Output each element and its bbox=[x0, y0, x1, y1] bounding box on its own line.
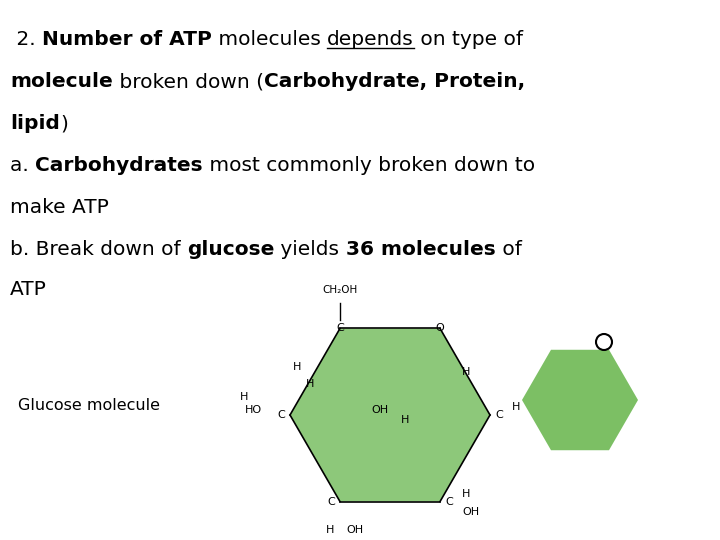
Text: C: C bbox=[328, 497, 335, 507]
Text: glucose: glucose bbox=[187, 240, 274, 259]
Text: CH₂OH: CH₂OH bbox=[323, 286, 358, 295]
Text: lipid: lipid bbox=[10, 114, 60, 133]
Text: H: H bbox=[462, 489, 470, 498]
Text: 36 molecules: 36 molecules bbox=[346, 240, 495, 259]
Text: OH: OH bbox=[462, 507, 479, 517]
Polygon shape bbox=[290, 328, 490, 502]
Text: on type of: on type of bbox=[414, 30, 523, 49]
Circle shape bbox=[596, 334, 612, 350]
Text: C: C bbox=[336, 323, 344, 333]
Text: H: H bbox=[512, 402, 521, 412]
Text: H: H bbox=[306, 379, 314, 389]
Text: most commonly broken down to: most commonly broken down to bbox=[203, 156, 535, 175]
Text: O: O bbox=[436, 323, 444, 333]
Text: H: H bbox=[326, 524, 334, 535]
Polygon shape bbox=[522, 350, 638, 450]
Text: Glucose molecule: Glucose molecule bbox=[18, 397, 160, 413]
Text: Carbohydrates: Carbohydrates bbox=[35, 156, 203, 175]
Text: C: C bbox=[495, 410, 503, 420]
Text: C: C bbox=[277, 410, 285, 420]
Text: ): ) bbox=[60, 114, 68, 133]
Text: H: H bbox=[462, 367, 470, 377]
Text: Carbohydrate, Protein,: Carbohydrate, Protein, bbox=[264, 72, 525, 91]
Text: HO: HO bbox=[245, 405, 262, 415]
Text: yields: yields bbox=[274, 240, 346, 259]
Text: OH: OH bbox=[346, 524, 364, 535]
Text: molecule: molecule bbox=[10, 72, 113, 91]
Text: OH: OH bbox=[372, 405, 389, 415]
Text: 2.: 2. bbox=[10, 30, 42, 49]
Text: make ATP: make ATP bbox=[10, 198, 109, 217]
Text: a.: a. bbox=[10, 156, 35, 175]
Text: C: C bbox=[445, 497, 453, 507]
Text: depends: depends bbox=[327, 30, 414, 49]
Text: broken down (: broken down ( bbox=[113, 72, 264, 91]
Text: molecules: molecules bbox=[212, 30, 327, 49]
Text: b. Break down of: b. Break down of bbox=[10, 240, 187, 259]
Text: Number of ATP: Number of ATP bbox=[42, 30, 212, 49]
Text: H: H bbox=[240, 392, 248, 402]
Text: H: H bbox=[401, 415, 409, 425]
Text: of: of bbox=[495, 240, 521, 259]
Text: H: H bbox=[293, 362, 301, 372]
Text: ATP: ATP bbox=[10, 280, 47, 299]
